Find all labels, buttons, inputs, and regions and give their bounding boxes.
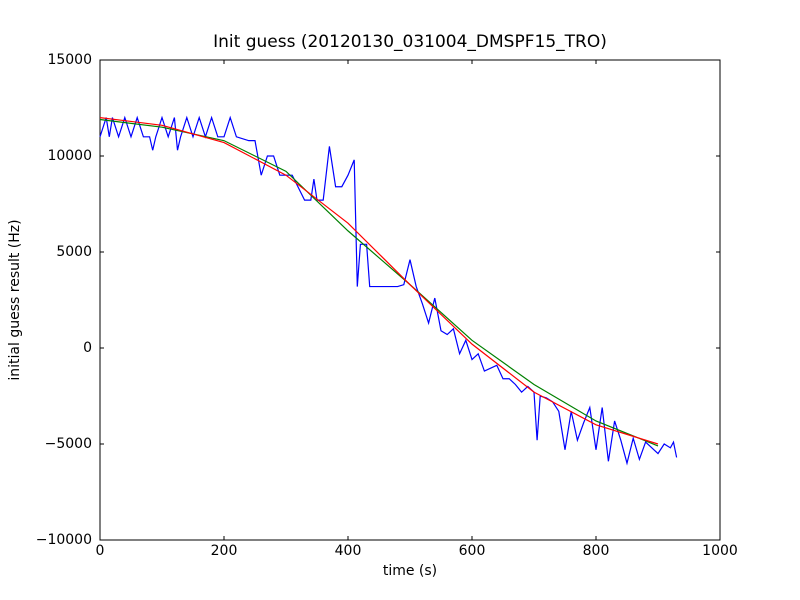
x-tick-label: 1000 <box>702 543 738 559</box>
x-tick-label: 800 <box>583 543 610 559</box>
chart-title: Init guess (20120130_031004_DMSPF15_TRO) <box>213 32 607 52</box>
x-axis-label: time (s) <box>383 563 437 579</box>
y-tick-label: 15000 <box>47 52 92 68</box>
y-axis-label: initial guess result (Hz) <box>7 219 23 380</box>
x-tick-label: 400 <box>335 543 362 559</box>
series-line <box>99 118 659 447</box>
y-tick-label: 10000 <box>47 148 92 164</box>
x-tick-label: 0 <box>96 543 105 559</box>
x-tick-label: 600 <box>459 543 486 559</box>
y-tick-label: 5000 <box>56 244 92 260</box>
y-tick-label: 0 <box>83 340 92 356</box>
y-tick-label: −5000 <box>45 436 92 452</box>
plot-frame <box>99 59 721 541</box>
x-tick-label: 200 <box>211 543 238 559</box>
series-line <box>99 117 659 445</box>
y-tick-label: −10000 <box>36 532 92 548</box>
series-line <box>99 115 678 466</box>
